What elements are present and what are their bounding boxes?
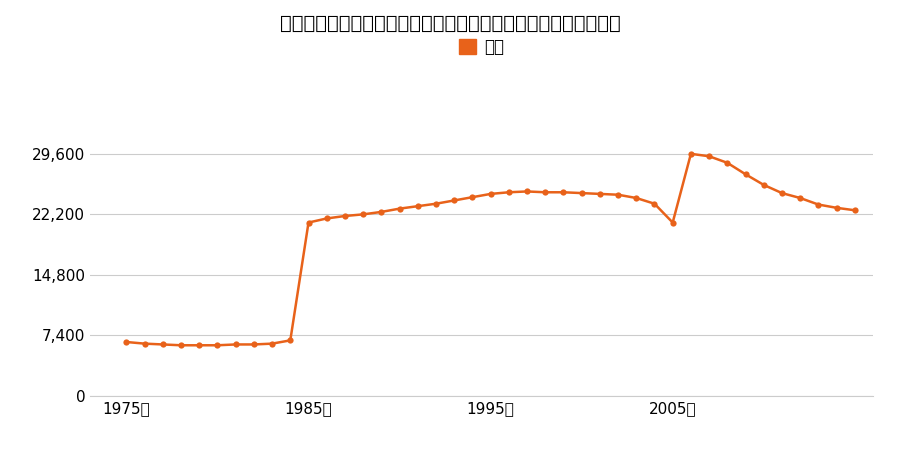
Legend: 価格: 価格 — [453, 32, 510, 63]
Text: 富山県高岡市答野出字西古川原田１１４０番ほか１筆の地価推移: 富山県高岡市答野出字西古川原田１１４０番ほか１筆の地価推移 — [280, 14, 620, 32]
